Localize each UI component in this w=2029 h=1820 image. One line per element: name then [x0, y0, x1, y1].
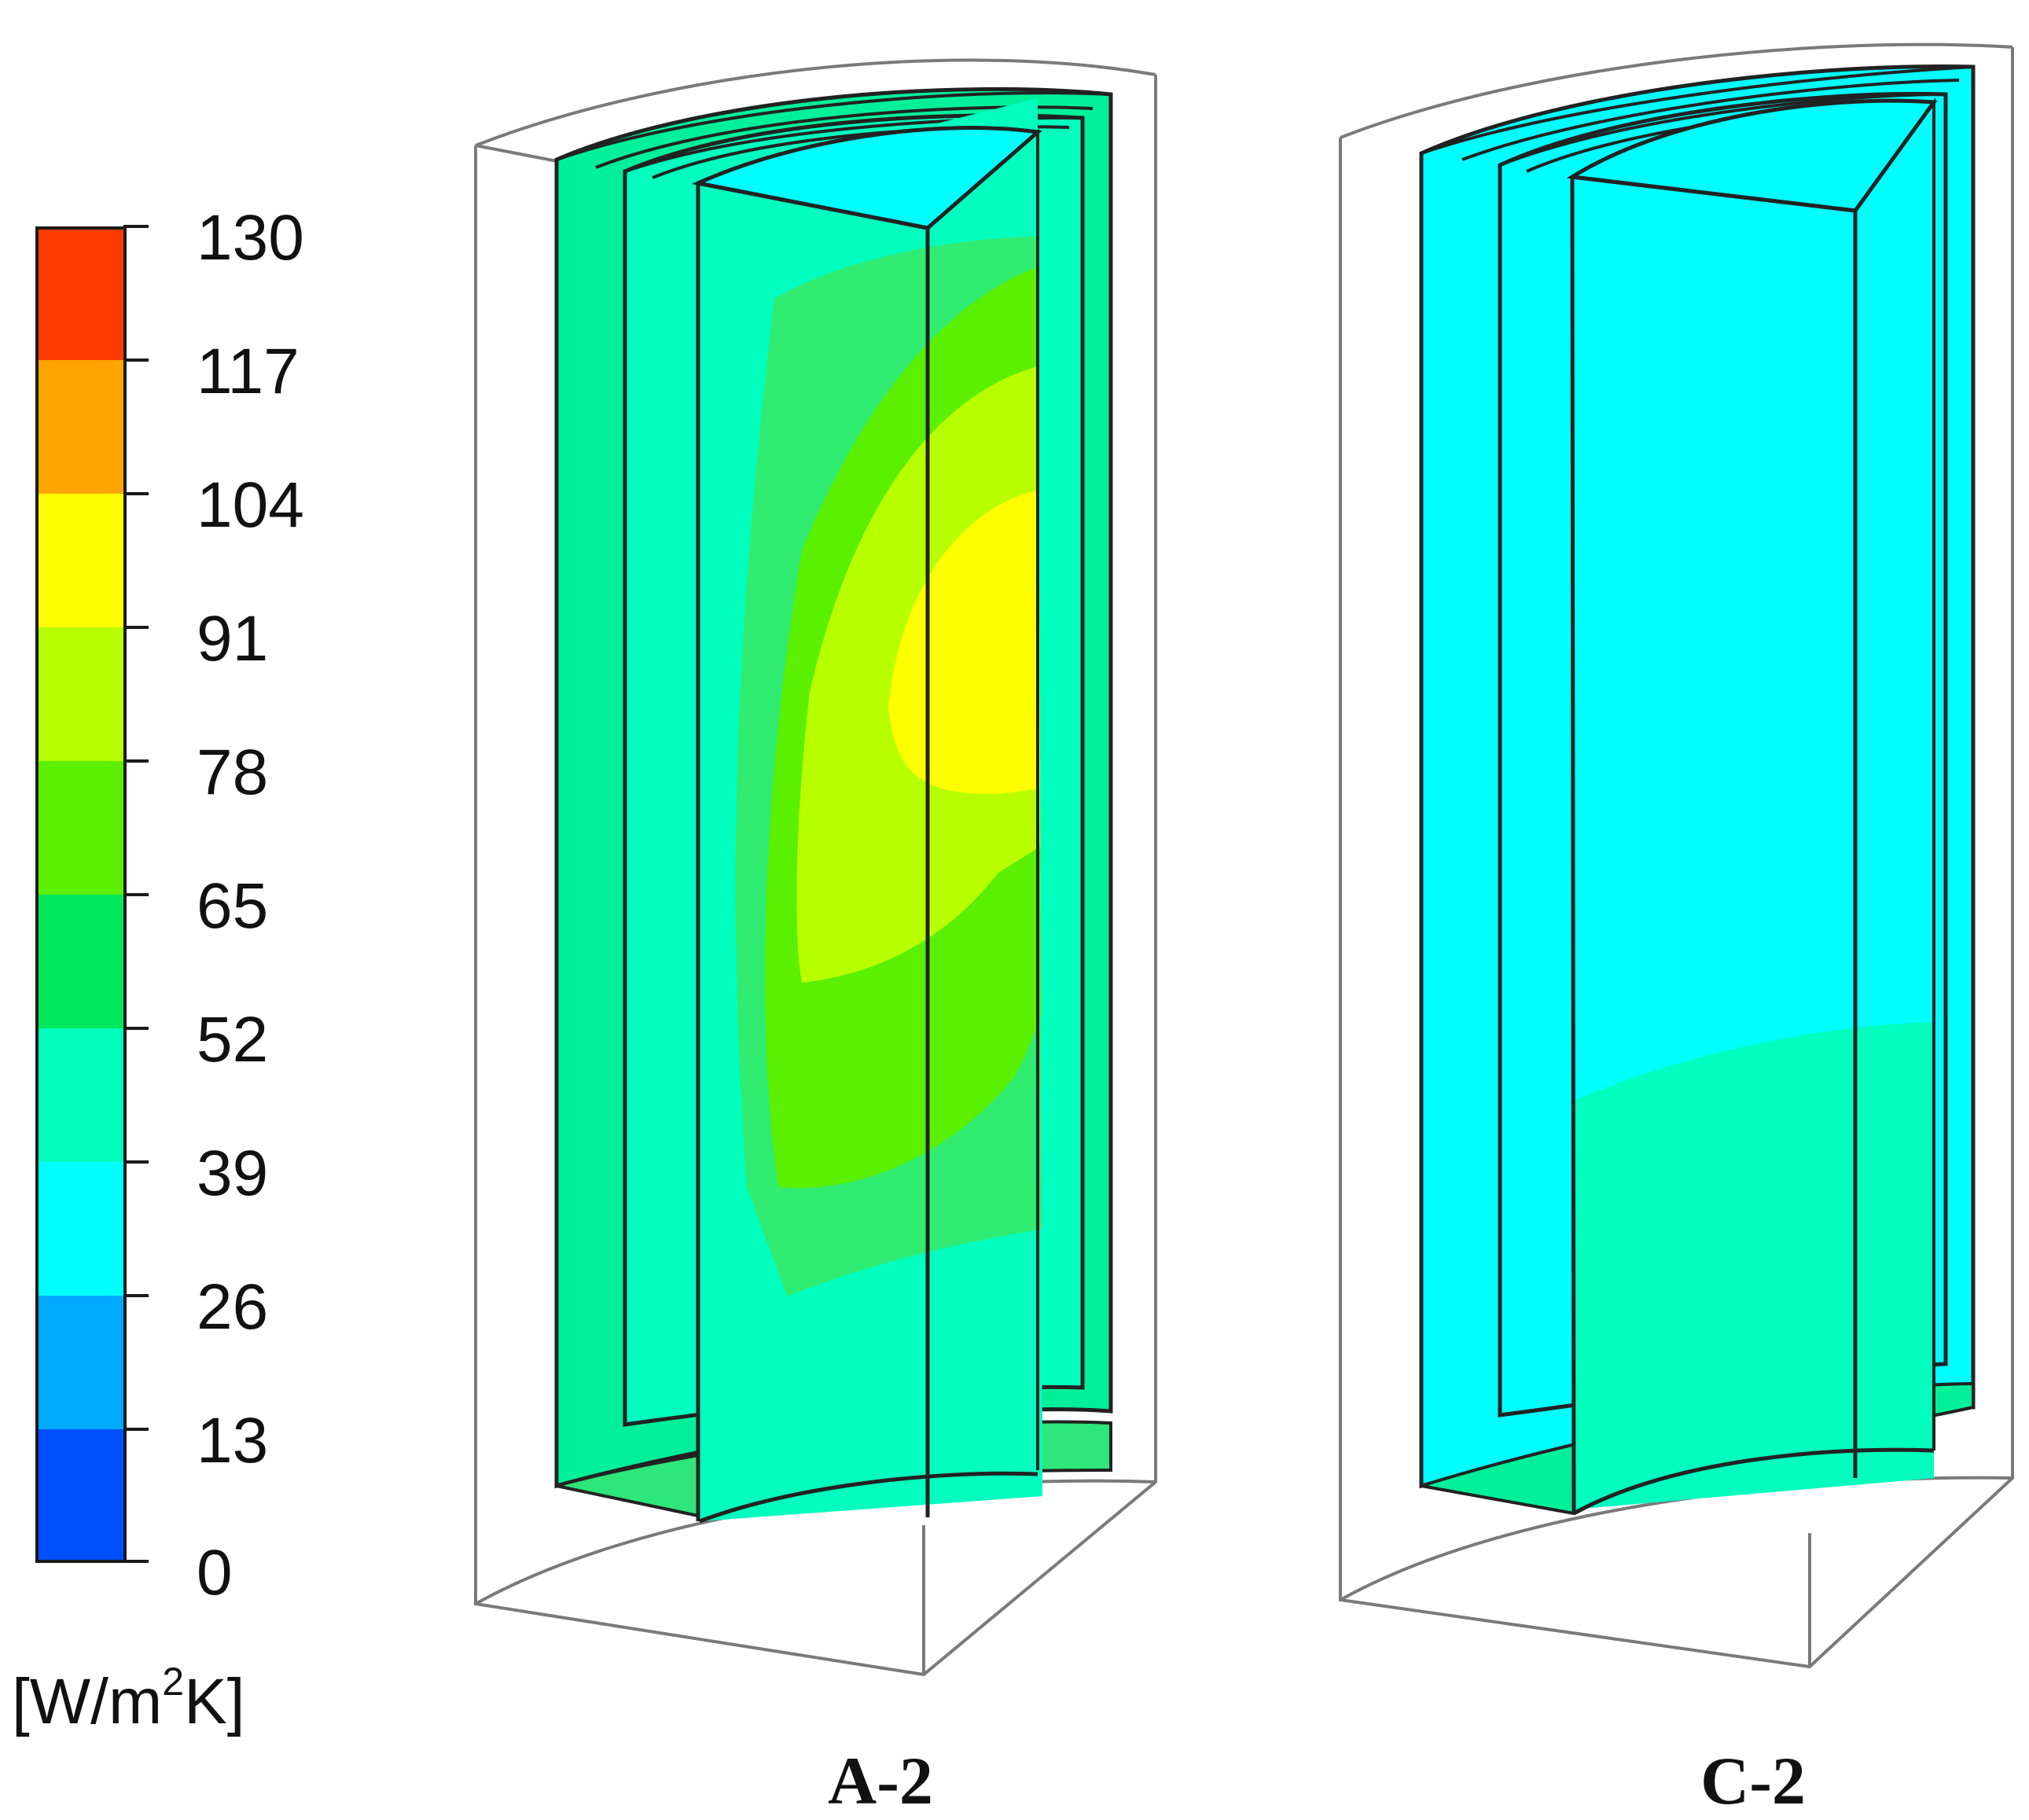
legend-band	[35, 1429, 127, 1563]
legend-tick	[123, 893, 149, 896]
legend-tick-label: 0	[197, 1537, 233, 1609]
unit-prefix: [W/m	[12, 1666, 163, 1737]
legend-tick	[123, 1428, 149, 1431]
color-bar	[35, 226, 127, 1563]
legend-tick	[123, 225, 149, 228]
legend-tick	[123, 358, 149, 362]
legend-tick-label: 117	[197, 336, 300, 407]
legend-band	[35, 1162, 127, 1296]
panel-label-c2: C-2	[1700, 1743, 1806, 1818]
legend-unit: [W/m2K]	[12, 1659, 245, 1739]
legend-band	[35, 1296, 127, 1429]
legend-band	[35, 895, 127, 1028]
legend-band	[35, 494, 127, 627]
inner-cylinder-top	[691, 126, 1042, 230]
color-bar-frame	[35, 226, 127, 1563]
legend-band	[35, 360, 127, 494]
inner-cylinder-side-edge	[926, 128, 1039, 1470]
legend-tick-label: 91	[197, 603, 269, 675]
legend-tick-label: 13	[197, 1405, 269, 1476]
legend-band	[35, 1028, 127, 1162]
legend-tick-label: 78	[197, 737, 269, 808]
legend-tick	[123, 1027, 149, 1030]
inner-cylinder-top	[1566, 98, 1938, 213]
legend-tick-label: 65	[197, 870, 269, 942]
legend-tick-label: 130	[197, 202, 304, 274]
legend-tick	[123, 759, 149, 763]
legend-tick	[123, 626, 149, 629]
legend-tick	[123, 492, 149, 495]
legend-tick	[123, 1560, 149, 1563]
model-a2	[474, 58, 1157, 1677]
legend-band	[35, 627, 127, 761]
legend-tick-label: 104	[197, 469, 304, 541]
inner-cylinder-side-edge	[1854, 97, 1935, 1450]
legend-tick-label: 39	[197, 1138, 269, 1209]
unit-suffix: K]	[184, 1666, 245, 1737]
model-c2	[1339, 42, 2014, 1669]
inner-cylinder-contours	[1572, 102, 1934, 1509]
legend-band	[35, 761, 127, 895]
legend-tick	[123, 1160, 149, 1164]
legend-tick-label: 26	[197, 1271, 269, 1343]
legend-tick-label: 52	[197, 1004, 269, 1075]
legend-tick	[123, 1294, 149, 1297]
inner-cylinder-contours	[698, 98, 1042, 1521]
unit-exponent: 2	[162, 1660, 185, 1704]
color-legend: 130 117 104 91 78 65 52 39 26 13 0 [W/m2…	[0, 0, 409, 1818]
panel-label-a2: A-2	[828, 1743, 933, 1818]
legend-band	[35, 226, 127, 360]
